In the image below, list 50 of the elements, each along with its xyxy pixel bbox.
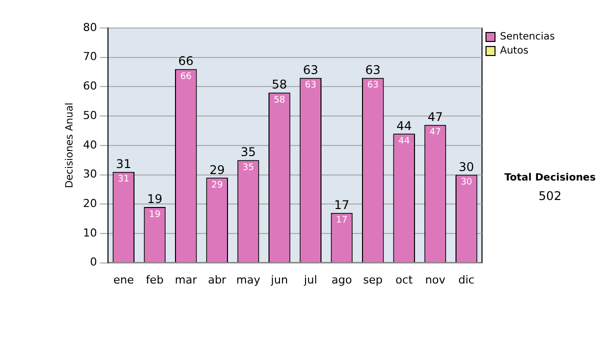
y-tick-label: 70 xyxy=(82,50,97,64)
data-label: 58 xyxy=(274,95,286,106)
data-label: 35 xyxy=(242,162,254,173)
x-tick-label: oct xyxy=(396,273,414,286)
x-tick-label: dic xyxy=(458,273,474,286)
y-tick-label: 0 xyxy=(90,256,97,269)
data-label: 19 xyxy=(149,210,161,220)
text: 502 xyxy=(538,189,562,204)
x-tick-label: jun xyxy=(270,273,288,286)
x-tick-label: nov xyxy=(425,273,446,286)
data-label: 17 xyxy=(336,216,348,226)
y-tick-label: 30 xyxy=(82,168,97,181)
x-tick-label: abr xyxy=(208,273,227,286)
y-tick-label: 80 xyxy=(82,20,97,34)
x-tick-label: feb xyxy=(146,273,164,286)
y-axis-title: Decisiones Anual xyxy=(64,102,76,188)
x-tick-label: mar xyxy=(174,273,198,286)
total-label: 66 xyxy=(178,54,194,68)
data-label: 44 xyxy=(398,136,410,147)
y-tick-label: 50 xyxy=(82,108,97,122)
y-tick-label: 10 xyxy=(82,226,97,240)
data-label: 63 xyxy=(304,80,316,91)
x-tick-label: jul xyxy=(303,273,318,286)
y-tick-label: 20 xyxy=(82,196,97,210)
total-label: 29 xyxy=(209,162,225,177)
x-tick-label: ago xyxy=(332,273,352,286)
total-label: 63 xyxy=(365,63,381,78)
legend-label: Autos xyxy=(500,46,528,57)
total-label: 17 xyxy=(334,198,350,212)
data-label: 63 xyxy=(367,80,379,91)
x-tick-label: may xyxy=(236,273,261,286)
data-label: 29 xyxy=(211,180,224,191)
total-label: 44 xyxy=(396,118,412,133)
total-label: 30 xyxy=(458,160,474,174)
total-label: 31 xyxy=(116,156,132,171)
x-tick-label: sep xyxy=(363,273,383,286)
total-label: 35 xyxy=(240,145,256,160)
total-label: 58 xyxy=(272,78,288,92)
data-label: 31 xyxy=(118,174,130,185)
total-label: 19 xyxy=(147,192,162,206)
total-label: 47 xyxy=(428,110,443,124)
x-tick-label: ene xyxy=(113,273,134,286)
y-tick-label: 60 xyxy=(82,80,97,93)
data-label: 30 xyxy=(460,178,472,188)
data-label: 66 xyxy=(180,72,192,82)
text: Total Decisiones xyxy=(504,172,596,184)
data-label: 47 xyxy=(430,128,441,138)
y-tick-label: 40 xyxy=(82,138,97,152)
legend-label: Sentencias xyxy=(500,32,555,43)
total-label: 63 xyxy=(302,63,318,78)
